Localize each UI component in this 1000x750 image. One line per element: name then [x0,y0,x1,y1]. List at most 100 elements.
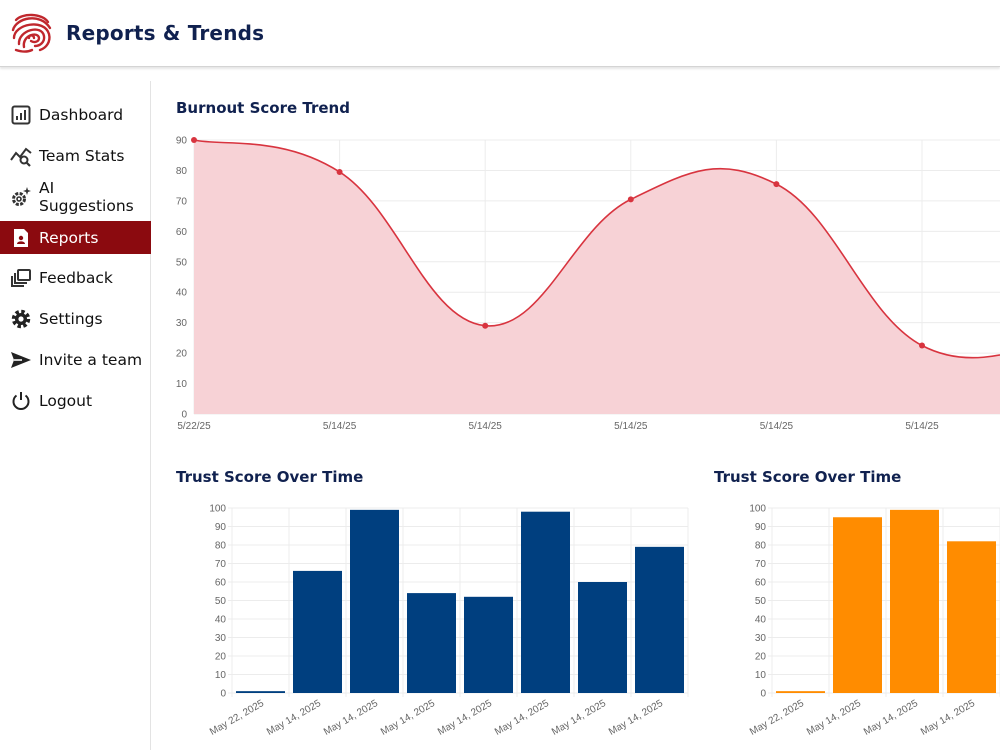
x-tick-label: 5/14/25 [469,421,503,432]
burnout-line-chart: 0 10 20 30 40 50 60 70 80 90 5/22/25 5/14/25 5/14/25… [176,136,1000,432]
sidebar-item-feedback[interactable]: Feedback [0,261,151,294]
x-tick-label: May 14, 2025 [265,698,323,738]
y-tick-label: 50 [215,596,227,607]
bar[interactable] [350,509,399,693]
x-tick-label: 5/14/25 [760,421,794,432]
x-tick-label: 5/14/25 [614,421,648,432]
gear-icon [10,308,32,330]
bar[interactable] [833,517,882,693]
sidebar-item-label: Invite a team [39,350,143,369]
sidebar-item-label: Logout [39,391,93,410]
burnout-data-point[interactable] [482,322,489,329]
y-tick-label: 20 [215,652,227,663]
fingerprint-icon[interactable] [10,10,54,54]
bar[interactable] [521,511,570,693]
y-tick-label: 20 [176,349,188,360]
burnout-data-point[interactable] [919,342,925,349]
x-tick-label: 5/22/25 [177,421,211,432]
y-tick-label: 0 [181,410,187,421]
y-tick-label: 80 [755,541,767,552]
sidebar-item-ai-suggestions[interactable]: AI Suggestions [0,178,151,215]
y-tick-label: 30 [176,318,188,329]
x-tick-label: May 22, 2025 [748,698,806,738]
y-tick-label: 70 [176,196,188,207]
bar[interactable] [464,596,513,693]
y-tick-label: 10 [215,670,227,681]
y-tick-label: 90 [755,522,767,533]
bar[interactable] [635,546,684,693]
y-tick-label: 50 [755,596,767,607]
gear-sparkle-icon [10,186,32,208]
sidebar-item-label: Reports [39,228,99,247]
x-tick-label: May 14, 2025 [493,698,551,738]
bar[interactable] [890,509,939,693]
x-tick-label: 5/14/25 [323,421,357,432]
bar[interactable] [776,691,825,693]
x-tick-label: May 14, 2025 [805,698,863,738]
dashboard-chart-icon [10,104,32,126]
burnout-area-fill [194,140,1000,414]
trust-chart-title-2: Trust Score Over Time [714,468,902,486]
y-tick-label: 10 [176,379,188,390]
burnout-data-point[interactable] [191,137,197,143]
page-title: Reports & Trends [66,21,265,45]
sidebar-item-label: AI Suggestions [39,178,134,215]
bar[interactable] [578,582,627,693]
y-tick-label: 70 [755,559,767,570]
trust-chart-title-1: Trust Score Over Time [176,468,364,486]
y-tick-label: 40 [215,615,227,626]
y-tick-label: 30 [215,633,227,644]
burnout-series-line [193,139,1000,359]
y-tick-label: 30 [755,633,767,644]
y-tick-label: 100 [209,504,226,515]
power-icon [10,390,32,412]
burnout-data-point[interactable] [336,168,343,175]
app-header: Reports & Trends [0,0,1000,67]
y-tick-label: 80 [176,166,188,177]
y-tick-label: 80 [215,541,227,552]
sidebar-item-logout[interactable]: Logout [0,384,151,417]
x-tick-label: May 14, 2025 [919,698,977,738]
sidebar-item-settings[interactable]: Settings [0,302,151,335]
sidebar-item-team-stats[interactable]: Team Stats [0,139,151,172]
y-tick-label: 0 [220,689,226,700]
stacked-pages-icon [10,267,32,289]
y-tick-label: 90 [176,136,188,147]
bar[interactable] [236,691,285,693]
sidebar-item-label: Settings [39,309,103,328]
y-tick-label: 0 [760,689,766,700]
burnout-data-point[interactable] [773,181,780,188]
sidebar-item-label: Dashboard [39,105,124,124]
sidebar: Dashboard Team Stats AI Suggestions Repo… [0,81,151,750]
y-tick-label: 40 [176,288,188,299]
trend-search-icon [10,145,32,167]
y-tick-label: 100 [749,504,766,515]
x-tick-label: May 14, 2025 [607,698,665,738]
sidebar-item-reports[interactable]: Reports [0,221,151,254]
x-tick-label: May 14, 2025 [436,698,494,738]
sidebar-item-invite-team[interactable]: Invite a team [0,343,151,376]
y-tick-label: 40 [755,615,767,626]
x-tick-label: 5/14/25 [905,421,939,432]
bar[interactable] [947,541,996,693]
x-tick-label: May 14, 2025 [550,698,608,738]
y-tick-label: 50 [176,257,188,268]
y-tick-label: 90 [215,522,227,533]
x-tick-label: May 14, 2025 [322,698,380,738]
x-tick-label: May 14, 2025 [862,698,920,738]
burnout-data-point[interactable] [627,196,634,203]
send-icon [10,349,32,371]
burnout-chart-title: Burnout Score Trend [176,99,350,117]
bar[interactable] [407,593,456,693]
report-user-icon [10,227,32,249]
x-tick-label: May 22, 2025 [208,698,266,738]
sidebar-item-label: Team Stats [39,146,125,165]
sidebar-item-dashboard[interactable]: Dashboard [0,98,151,131]
x-tick-label: May 14, 2025 [379,698,437,738]
bar[interactable] [293,570,342,693]
y-tick-label: 10 [755,670,767,681]
y-tick-label: 20 [755,652,767,663]
y-tick-label: 60 [215,578,227,589]
